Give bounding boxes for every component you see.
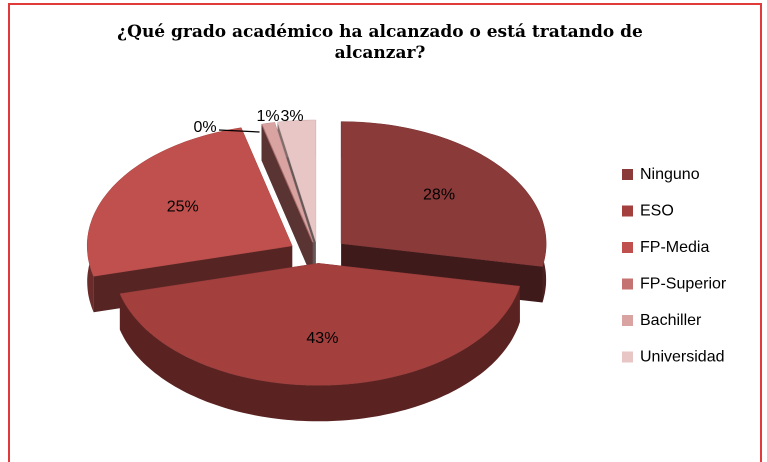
legend-label: ESO xyxy=(640,203,674,220)
slice xyxy=(261,122,314,243)
legend-label: Universidad xyxy=(640,349,724,366)
chart-title: ¿Qué grado académico ha alcanzado o está… xyxy=(117,22,643,63)
legend-swatch xyxy=(622,315,633,326)
legend-label: FP-Superior xyxy=(640,276,727,293)
legend-label: Ninguno xyxy=(640,166,700,183)
legend-label: Bachiller xyxy=(640,312,702,329)
slice xyxy=(340,121,547,267)
legend-swatch xyxy=(622,205,633,217)
slice xyxy=(277,119,317,243)
chart-frame xyxy=(8,3,762,462)
data-label: 28% xyxy=(423,187,455,204)
legend-swatch xyxy=(622,351,633,363)
data-label: 1% xyxy=(256,108,279,125)
data-label: 25% xyxy=(167,199,199,216)
slice xyxy=(261,124,313,279)
data-label: 43% xyxy=(306,330,338,347)
legend-swatch xyxy=(622,242,633,253)
legend-swatch xyxy=(622,278,633,290)
slice xyxy=(261,124,313,243)
leader-line xyxy=(218,129,260,133)
slice xyxy=(119,263,521,386)
slice xyxy=(86,127,293,277)
data-label: 0% xyxy=(193,119,216,136)
data-label: 3% xyxy=(280,108,303,125)
legend-swatch xyxy=(622,169,633,180)
legend-label: FP-Media xyxy=(640,239,709,256)
slice xyxy=(119,263,521,422)
slice-side xyxy=(119,286,520,422)
slice-wall xyxy=(261,124,313,279)
slice xyxy=(86,127,293,313)
